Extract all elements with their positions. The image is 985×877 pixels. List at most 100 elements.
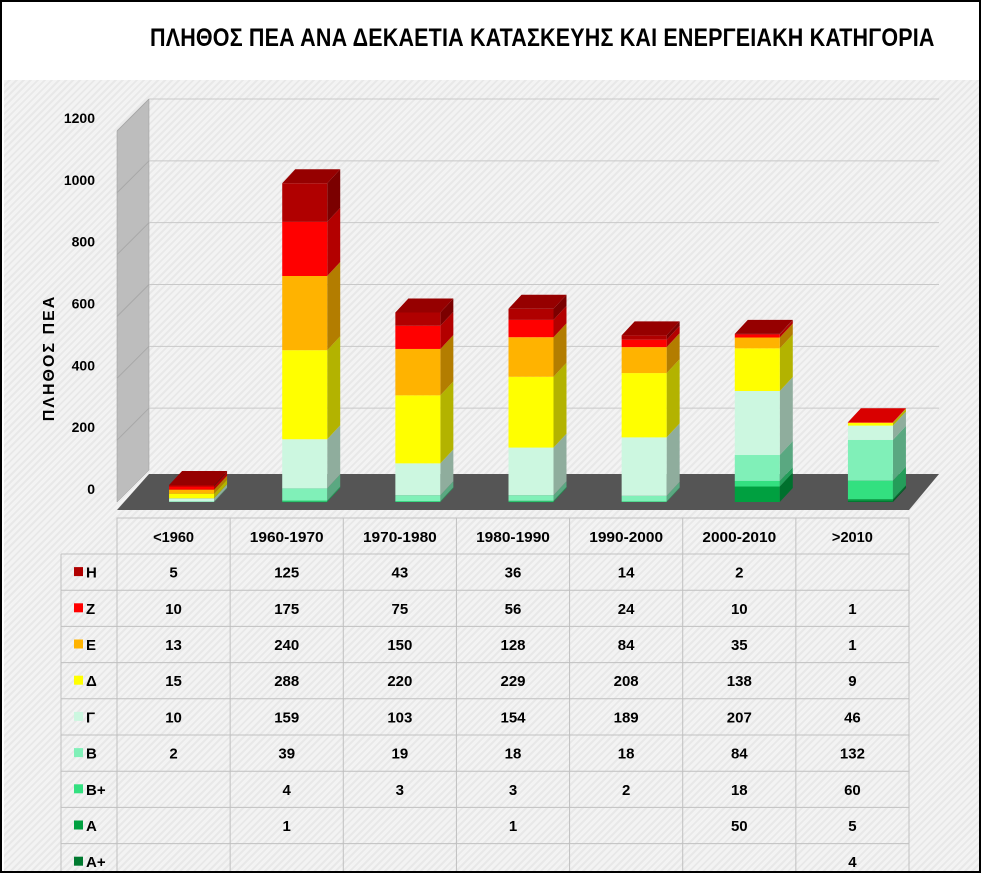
bar-top [621, 321, 680, 336]
bar-segment-side [666, 359, 680, 438]
bar-segment-side [666, 321, 680, 340]
bar-segment-side [666, 481, 680, 502]
bar-segment [847, 439, 893, 481]
y-axis-label: ΠΛΗΘΟΣ ΠΕΑ [41, 295, 58, 422]
legend-swatch [74, 675, 83, 685]
data-label: 18 [618, 746, 635, 763]
bar-segment-side [779, 441, 793, 481]
data-label: 10 [731, 601, 748, 618]
bar-segment-side [553, 481, 567, 501]
data-label: 2 [735, 565, 743, 582]
bar-segment [734, 391, 780, 456]
bar-segment-side [666, 325, 680, 348]
bar-segment [621, 339, 667, 348]
bar-segment [508, 337, 554, 377]
bar-segment-side [666, 423, 680, 496]
data-label: 35 [731, 637, 748, 654]
legend-swatch [74, 603, 83, 613]
data-label: 36 [505, 565, 522, 582]
bar-segment-side [892, 485, 906, 501]
data-label: 128 [500, 637, 525, 654]
x-tick-label: 1990-2000 [589, 529, 663, 546]
bar-segment [169, 493, 215, 499]
data-label: 10 [165, 709, 182, 726]
bar-segment [847, 425, 893, 440]
x-tick-label: 1970-1980 [363, 529, 437, 546]
legend-swatch [74, 820, 83, 830]
bar-segment [847, 422, 893, 424]
data-label: 229 [500, 673, 525, 690]
data-label: 3 [396, 782, 404, 799]
x-tick-label: 1980-1990 [476, 529, 550, 546]
bar-segment [847, 422, 893, 423]
bar-segment-side [440, 334, 454, 396]
data-label: 84 [731, 746, 748, 763]
data-label: 4 [283, 782, 292, 799]
bar-segment-side [440, 487, 454, 502]
bar-segment [169, 498, 215, 502]
legend-label: Δ [86, 673, 97, 690]
bar-segment [508, 495, 554, 501]
legend-label: Α+ [86, 854, 106, 871]
bar-segment [282, 221, 328, 276]
bar-segment-side [892, 411, 906, 440]
bar-segment [282, 350, 328, 440]
data-label: 9 [848, 673, 856, 690]
data-label: 39 [278, 746, 295, 763]
bar-segment [395, 348, 441, 396]
legend-label: Α [86, 818, 97, 835]
bar-top [847, 408, 906, 423]
bar-segment-side [892, 408, 906, 423]
bar-segment [508, 319, 554, 338]
bar-segment [847, 499, 893, 501]
bar-segment-side [214, 475, 228, 494]
legend-swatch [74, 711, 83, 721]
gridline-side [116, 98, 150, 132]
data-label: 159 [274, 709, 299, 726]
gridline-side [116, 222, 150, 256]
y-tick-label: 800 [72, 234, 96, 250]
bar-segment-side [214, 470, 228, 487]
data-label: 154 [500, 709, 526, 726]
data-label: 15 [165, 673, 182, 690]
data-label: 18 [731, 782, 748, 799]
bar-segment-side [214, 487, 228, 502]
bar-segment [282, 275, 328, 351]
data-label: 5 [848, 818, 856, 835]
data-label: 138 [727, 673, 752, 690]
legend-label: Ζ [86, 601, 95, 618]
bar-segment [734, 480, 780, 487]
legend-label: Β+ [86, 782, 106, 799]
bar-segment-side [327, 336, 341, 440]
bar-segment-side [553, 486, 567, 502]
bar-segment-side [440, 381, 454, 464]
bar-segment-side [440, 298, 454, 326]
data-label: 132 [840, 746, 865, 763]
bar-segment-side [327, 207, 341, 276]
y-tick-label: 200 [72, 419, 96, 435]
bar-segment-side [327, 169, 341, 222]
data-label: 5 [169, 565, 177, 582]
bar-segment-side [666, 487, 680, 502]
gridline-side [116, 345, 150, 379]
data-label: 84 [618, 637, 635, 654]
bar-segment [169, 501, 215, 502]
bar-segment-side [440, 481, 454, 502]
data-label: 46 [844, 709, 861, 726]
legend-label: Β [86, 746, 97, 763]
data-label: 150 [387, 637, 412, 654]
data-label: 240 [274, 637, 299, 654]
data-label: 288 [274, 673, 299, 690]
bar-segment-side [440, 311, 454, 349]
data-label: 56 [505, 601, 522, 618]
y-tick-label: 1000 [64, 172, 95, 188]
data-label: 60 [844, 782, 861, 799]
data-label: 207 [727, 709, 752, 726]
bar-segment-side [779, 334, 793, 392]
bar-segment-side [779, 377, 793, 456]
data-label: 10 [165, 601, 182, 618]
data-label: 14 [618, 565, 635, 582]
bar-segment [169, 486, 215, 490]
bar-segment [395, 501, 441, 502]
